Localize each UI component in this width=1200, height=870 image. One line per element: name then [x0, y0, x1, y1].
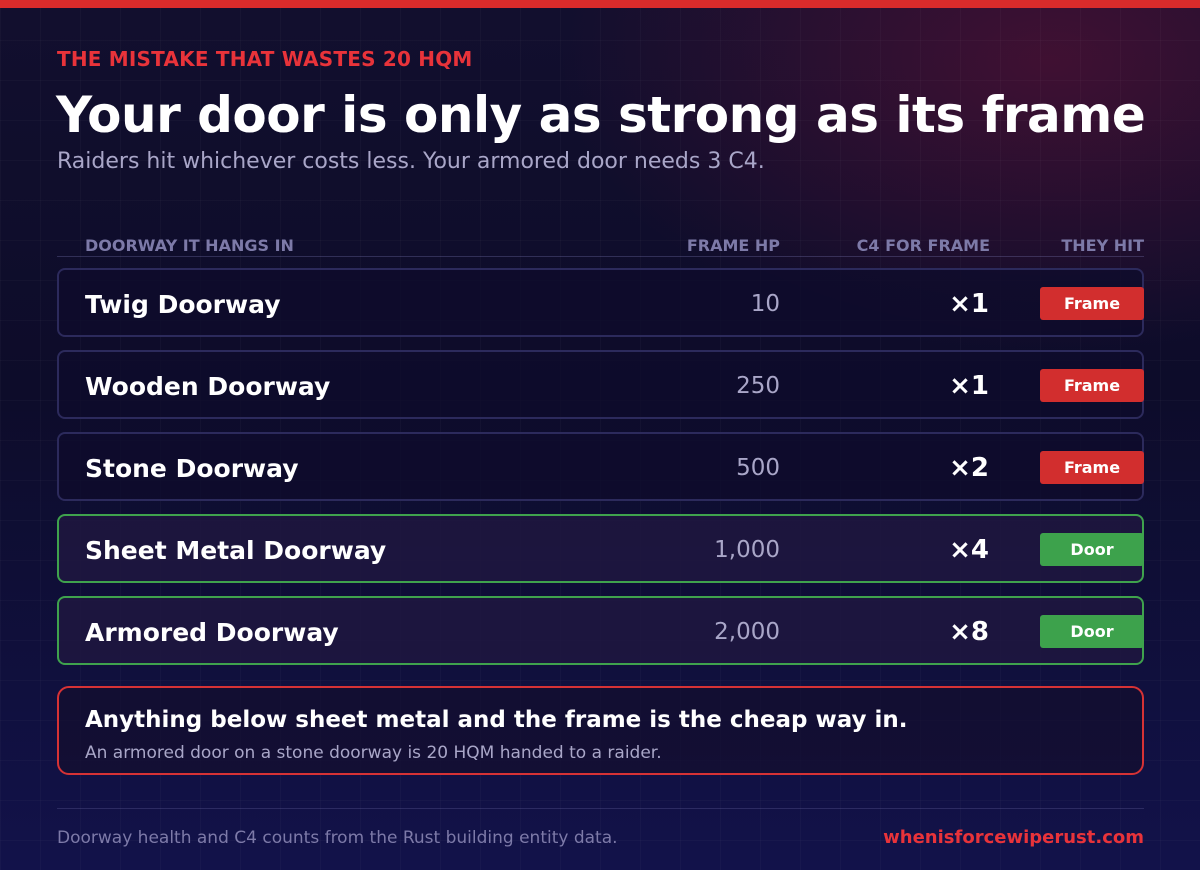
frame-hp-value: 2,000 — [714, 619, 780, 645]
column-header-doorway: DOORWAY IT HANGS IN — [85, 236, 294, 255]
target-badge: Frame — [1040, 287, 1144, 320]
table-row: Twig Doorway 10 ×1 Frame — [57, 268, 1144, 337]
page-title: Your door is only as strong as its frame — [56, 86, 1146, 144]
c4-count: ×1 — [949, 289, 989, 319]
callout-title: Anything below sheet metal and the frame… — [85, 707, 908, 733]
table-row: Sheet Metal Doorway 1,000 ×4 Door — [57, 514, 1144, 583]
c4-count: ×8 — [949, 617, 989, 647]
doorway-name: Stone Doorway — [85, 454, 299, 483]
doorway-name: Armored Doorway — [85, 618, 339, 647]
c4-count: ×1 — [949, 371, 989, 401]
eyebrow-label: THE MISTAKE THAT WASTES 20 HQM — [57, 47, 473, 71]
table-row: Wooden Doorway 250 ×1 Frame — [57, 350, 1144, 419]
footer-divider — [57, 808, 1144, 809]
doorway-name: Twig Doorway — [85, 290, 281, 319]
column-header-they-hit: THEY HIT — [1061, 236, 1144, 255]
accent-top-bar — [0, 0, 1200, 8]
target-badge: Frame — [1040, 369, 1144, 402]
callout-body: An armored door on a stone doorway is 20… — [85, 743, 662, 763]
table-row: Stone Doorway 500 ×2 Frame — [57, 432, 1144, 501]
target-badge: Door — [1040, 533, 1144, 566]
footer-source-note: Doorway health and C4 counts from the Ru… — [57, 828, 618, 848]
target-badge: Frame — [1040, 451, 1144, 484]
target-badge: Door — [1040, 615, 1144, 648]
frame-hp-value: 10 — [750, 291, 780, 317]
doorway-name: Wooden Doorway — [85, 372, 331, 401]
page-subtitle: Raiders hit whichever costs less. Your a… — [57, 149, 765, 174]
column-header-c4: C4 FOR FRAME — [856, 236, 990, 255]
table-row: Armored Doorway 2,000 ×8 Door — [57, 596, 1144, 665]
header-divider — [57, 256, 1144, 257]
frame-hp-value: 1,000 — [714, 537, 780, 563]
doorway-name: Sheet Metal Doorway — [85, 536, 387, 565]
c4-count: ×2 — [949, 453, 989, 483]
frame-hp-value: 500 — [736, 455, 780, 481]
frame-hp-value: 250 — [736, 373, 780, 399]
site-link[interactable]: whenisforcewiperust.com — [883, 827, 1144, 848]
column-header-frame-hp: FRAME HP — [686, 236, 780, 255]
warning-callout: Anything below sheet metal and the frame… — [57, 686, 1144, 775]
c4-count: ×4 — [949, 535, 989, 565]
